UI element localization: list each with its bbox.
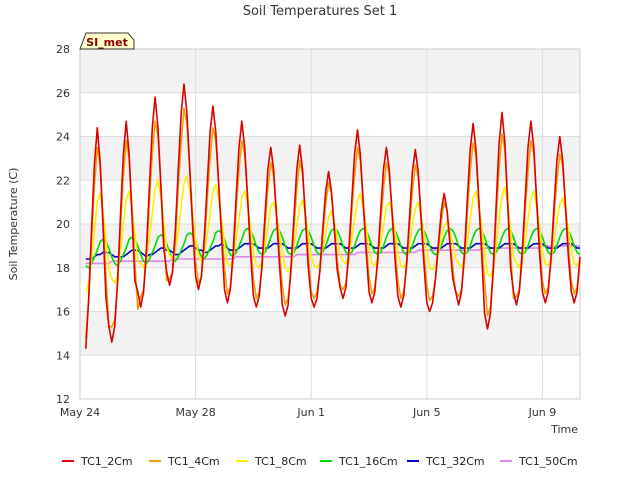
legend-label: TC1_32Cm (425, 455, 485, 468)
plot-bands (80, 49, 580, 399)
legend-label: TC1_2Cm (80, 455, 133, 468)
y-tick-label: 16 (56, 306, 70, 319)
y-tick-label: 24 (56, 131, 70, 144)
x-ticks: May 24 May 28 Jun 1 Jun 5 Jun 9 (60, 406, 556, 419)
grid-band (80, 136, 580, 181)
y-tick-label: 26 (56, 87, 70, 100)
x-tick-label: Jun 1 (296, 406, 325, 419)
legend: TC1_2Cm TC1_4Cm TC1_8Cm TC1_16Cm TC1_32Cm TC1… (62, 455, 578, 468)
legend-label: TC1_16Cm (338, 455, 398, 468)
grid-band (80, 49, 580, 93)
y-ticks: 12 14 16 18 20 22 24 26 28 (56, 43, 70, 406)
x-tick-label: Jun 9 (528, 406, 557, 419)
y-tick-label: 14 (56, 349, 70, 362)
site-badge: SI_met (79, 32, 135, 50)
y-tick-label: 22 (56, 174, 70, 187)
y-tick-label: 18 (56, 262, 70, 275)
grid-band (80, 92, 580, 137)
badge-label: SI_met (86, 36, 128, 49)
series-group (85, 83, 581, 349)
x-tick-label: May 24 (60, 406, 100, 419)
series-line-tc1_16cm (85, 227, 581, 269)
y-tick-label: 28 (56, 43, 70, 56)
y-tick-label: 20 (56, 218, 70, 231)
legend-label: TC1_50Cm (518, 455, 578, 468)
plot-frame (79, 48, 581, 400)
series-line-tc1_2cm (85, 83, 581, 349)
grid-band (80, 267, 580, 312)
x-axis-label: Time (550, 423, 578, 436)
grid-band (80, 311, 580, 356)
grid-band (80, 355, 580, 399)
legend-label: TC1_8Cm (254, 455, 307, 468)
chart-title: Soil Temperatures Set 1 (243, 4, 398, 19)
legend-label: TC1_4Cm (167, 455, 220, 468)
x-tick-label: May 28 (175, 406, 215, 419)
y-axis-label: Soil Temperature (C) (7, 168, 20, 281)
y-tick-label: 12 (56, 393, 70, 406)
badge-shape (79, 32, 135, 50)
x-tick-label: Jun 5 (412, 406, 441, 419)
